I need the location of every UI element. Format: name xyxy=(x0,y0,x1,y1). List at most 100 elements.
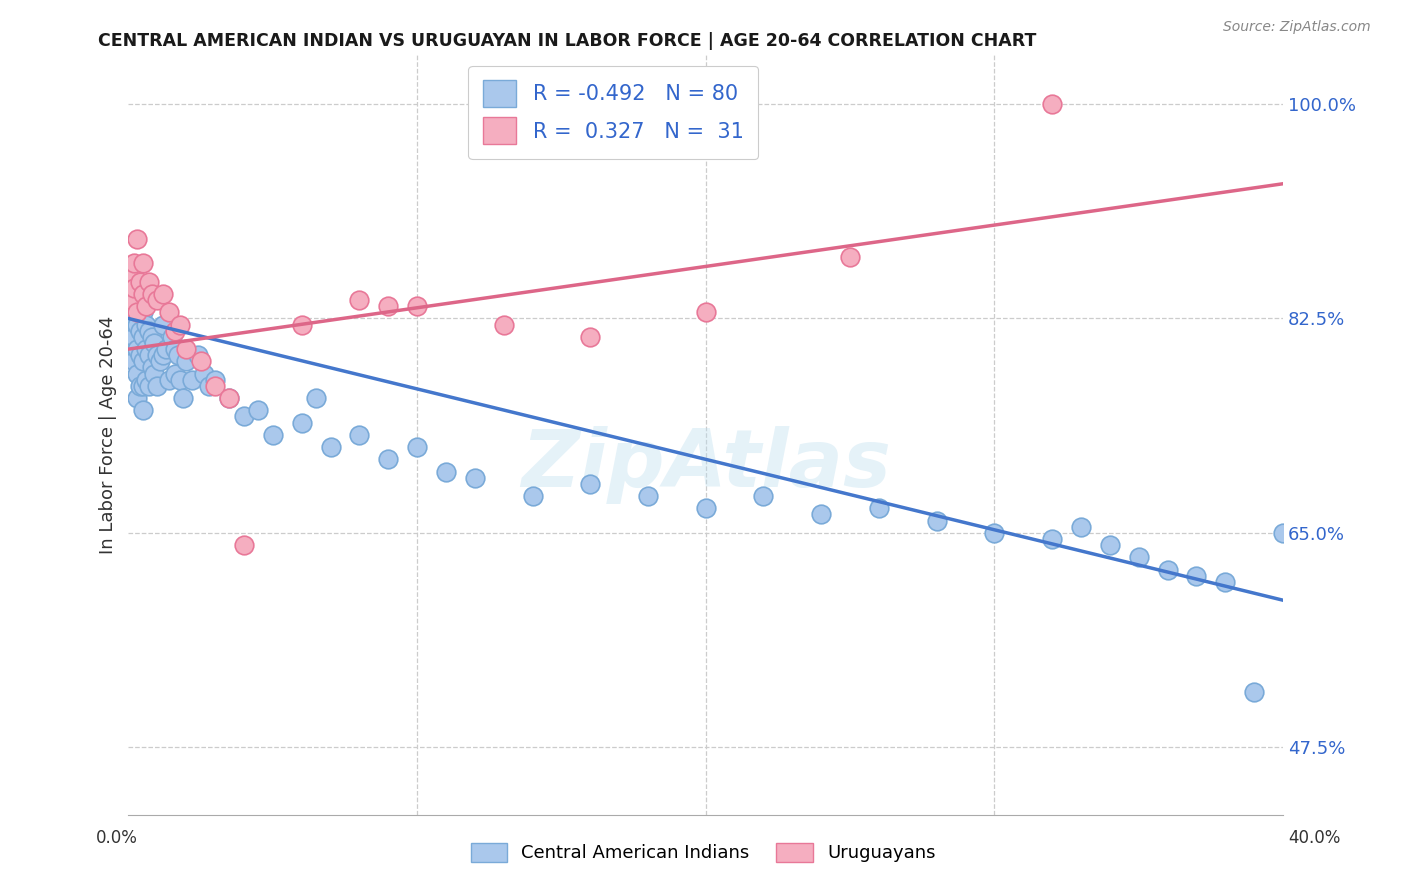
Point xyxy=(1243,685,1265,699)
Point xyxy=(810,508,832,522)
Point xyxy=(141,360,163,375)
Point xyxy=(163,342,186,356)
Point xyxy=(1213,574,1236,589)
Point xyxy=(579,330,602,344)
Point xyxy=(129,299,152,313)
Point xyxy=(262,428,284,442)
Point xyxy=(187,348,209,362)
Point xyxy=(135,318,157,332)
Text: ZipAtlas: ZipAtlas xyxy=(520,426,890,504)
Point xyxy=(122,330,145,344)
Point xyxy=(157,305,180,319)
Point xyxy=(169,373,191,387)
Point xyxy=(146,348,169,362)
Point xyxy=(132,354,155,368)
Point xyxy=(143,367,166,381)
Point xyxy=(1156,563,1178,577)
Point xyxy=(129,275,152,289)
Point xyxy=(193,367,215,381)
Point xyxy=(127,391,149,405)
Point xyxy=(120,342,142,356)
Point xyxy=(925,514,948,528)
Point xyxy=(204,379,226,393)
Point xyxy=(129,348,152,362)
Point xyxy=(122,311,145,326)
Point xyxy=(122,354,145,368)
Point xyxy=(377,299,399,313)
Point xyxy=(132,305,155,319)
Point xyxy=(132,287,155,301)
Point xyxy=(1098,538,1121,552)
Point xyxy=(127,232,149,246)
Point xyxy=(406,440,429,454)
Point xyxy=(291,318,314,332)
Point xyxy=(163,324,186,338)
Point xyxy=(190,354,212,368)
Point xyxy=(172,391,194,405)
Point xyxy=(132,379,155,393)
Point xyxy=(349,293,371,307)
Point xyxy=(637,489,659,503)
Point xyxy=(247,403,270,417)
Point xyxy=(129,379,152,393)
Point xyxy=(157,373,180,387)
Point xyxy=(983,525,1005,540)
Point xyxy=(1185,568,1208,582)
Point xyxy=(127,318,149,332)
Point xyxy=(122,281,145,295)
Point xyxy=(143,336,166,351)
Point xyxy=(492,318,515,332)
Point xyxy=(160,330,183,344)
Point xyxy=(218,391,240,405)
Point xyxy=(122,256,145,270)
Point xyxy=(174,342,197,356)
Point xyxy=(434,465,457,479)
Point xyxy=(120,318,142,332)
Point xyxy=(135,342,157,356)
Point xyxy=(120,299,142,313)
Point xyxy=(291,416,314,430)
Text: 0.0%: 0.0% xyxy=(96,829,138,847)
Point xyxy=(138,324,160,338)
Point xyxy=(141,330,163,344)
Point xyxy=(138,348,160,362)
Point xyxy=(166,348,188,362)
Point xyxy=(305,391,328,405)
Point xyxy=(141,287,163,301)
Point xyxy=(132,256,155,270)
Point xyxy=(695,501,717,516)
Point xyxy=(127,342,149,356)
Point xyxy=(120,293,142,307)
Point xyxy=(839,250,862,264)
Point xyxy=(181,373,204,387)
Point xyxy=(1128,550,1150,565)
Point xyxy=(1272,525,1295,540)
Point xyxy=(218,391,240,405)
Point xyxy=(163,367,186,381)
Point xyxy=(752,489,775,503)
Point xyxy=(406,299,429,313)
Point xyxy=(169,318,191,332)
Point xyxy=(464,471,486,485)
Point xyxy=(695,305,717,319)
Legend: R = -0.492   N = 80, R =  0.327   N =  31: R = -0.492 N = 80, R = 0.327 N = 31 xyxy=(468,65,758,159)
Text: CENTRAL AMERICAN INDIAN VS URUGUAYAN IN LABOR FORCE | AGE 20-64 CORRELATION CHAR: CENTRAL AMERICAN INDIAN VS URUGUAYAN IN … xyxy=(98,32,1036,50)
Point xyxy=(127,367,149,381)
Point xyxy=(122,287,145,301)
Point xyxy=(1070,519,1092,533)
Point xyxy=(868,501,890,516)
Y-axis label: In Labor Force | Age 20-64: In Labor Force | Age 20-64 xyxy=(100,316,117,554)
Point xyxy=(146,293,169,307)
Point xyxy=(152,287,174,301)
Point xyxy=(198,379,221,393)
Point xyxy=(204,373,226,387)
Point xyxy=(135,299,157,313)
Point xyxy=(149,354,172,368)
Point xyxy=(319,440,342,454)
Point xyxy=(135,373,157,387)
Point xyxy=(522,489,544,503)
Point xyxy=(152,348,174,362)
Point xyxy=(127,305,149,319)
Point xyxy=(138,275,160,289)
Point xyxy=(152,318,174,332)
